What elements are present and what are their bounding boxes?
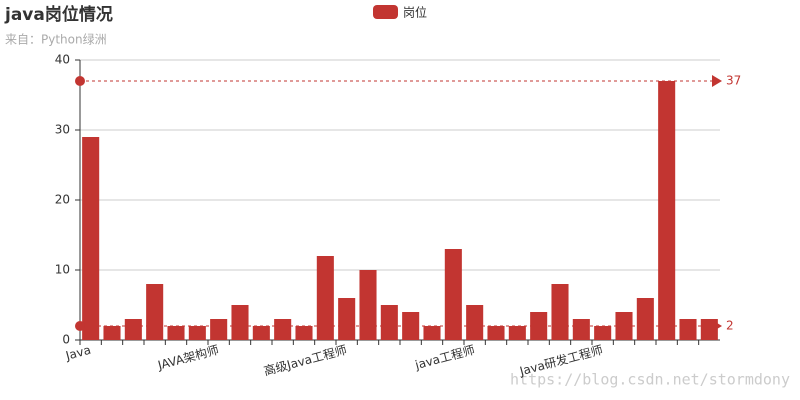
legend-swatch	[373, 5, 398, 19]
y-tick-label: 20	[55, 193, 70, 207]
bar	[636, 298, 654, 340]
bar	[508, 326, 526, 340]
bar	[594, 326, 612, 340]
bar	[188, 326, 206, 340]
bar	[252, 326, 270, 340]
x-tick-label: Java	[63, 343, 92, 363]
bar	[551, 284, 569, 340]
x-tick-label: JAVA架构师	[155, 342, 220, 373]
mark-line-arrow	[712, 75, 722, 87]
bar	[359, 270, 377, 340]
y-tick-label: 30	[55, 123, 70, 137]
bar	[466, 305, 484, 340]
chart-subtitle: 来自：Python绿洲	[5, 32, 107, 47]
bar	[658, 81, 676, 340]
bar	[146, 284, 164, 340]
legend-label: 岗位	[403, 5, 427, 20]
bar	[82, 137, 100, 340]
y-tick-label: 40	[55, 53, 70, 67]
bar	[615, 312, 633, 340]
y-tick-label: 10	[55, 263, 70, 277]
bar	[380, 305, 398, 340]
mark-line-label: 37	[726, 74, 741, 88]
x-tick-label: 高级Java工程师	[262, 342, 348, 379]
bar	[487, 326, 505, 340]
bar	[572, 319, 590, 340]
bar	[316, 256, 334, 340]
mark-line-start	[75, 321, 85, 331]
y-tick-label: 0	[62, 333, 70, 347]
mark-line-arrow	[712, 320, 722, 332]
x-tick-label: java工程师	[412, 342, 476, 373]
bar	[679, 319, 697, 340]
mark-line-label: 2	[726, 319, 734, 333]
bar	[444, 249, 462, 340]
bar	[124, 319, 142, 340]
bar	[103, 326, 121, 340]
bar	[423, 326, 441, 340]
bar	[210, 319, 228, 340]
bar	[231, 305, 249, 340]
watermark: https://blog.csdn.net/stormdony	[510, 371, 790, 389]
bar	[274, 319, 292, 340]
bar	[338, 298, 356, 340]
bar	[295, 326, 313, 340]
chart-title: java岗位情况	[4, 4, 113, 25]
bar	[167, 326, 185, 340]
mark-line-start	[75, 76, 85, 86]
